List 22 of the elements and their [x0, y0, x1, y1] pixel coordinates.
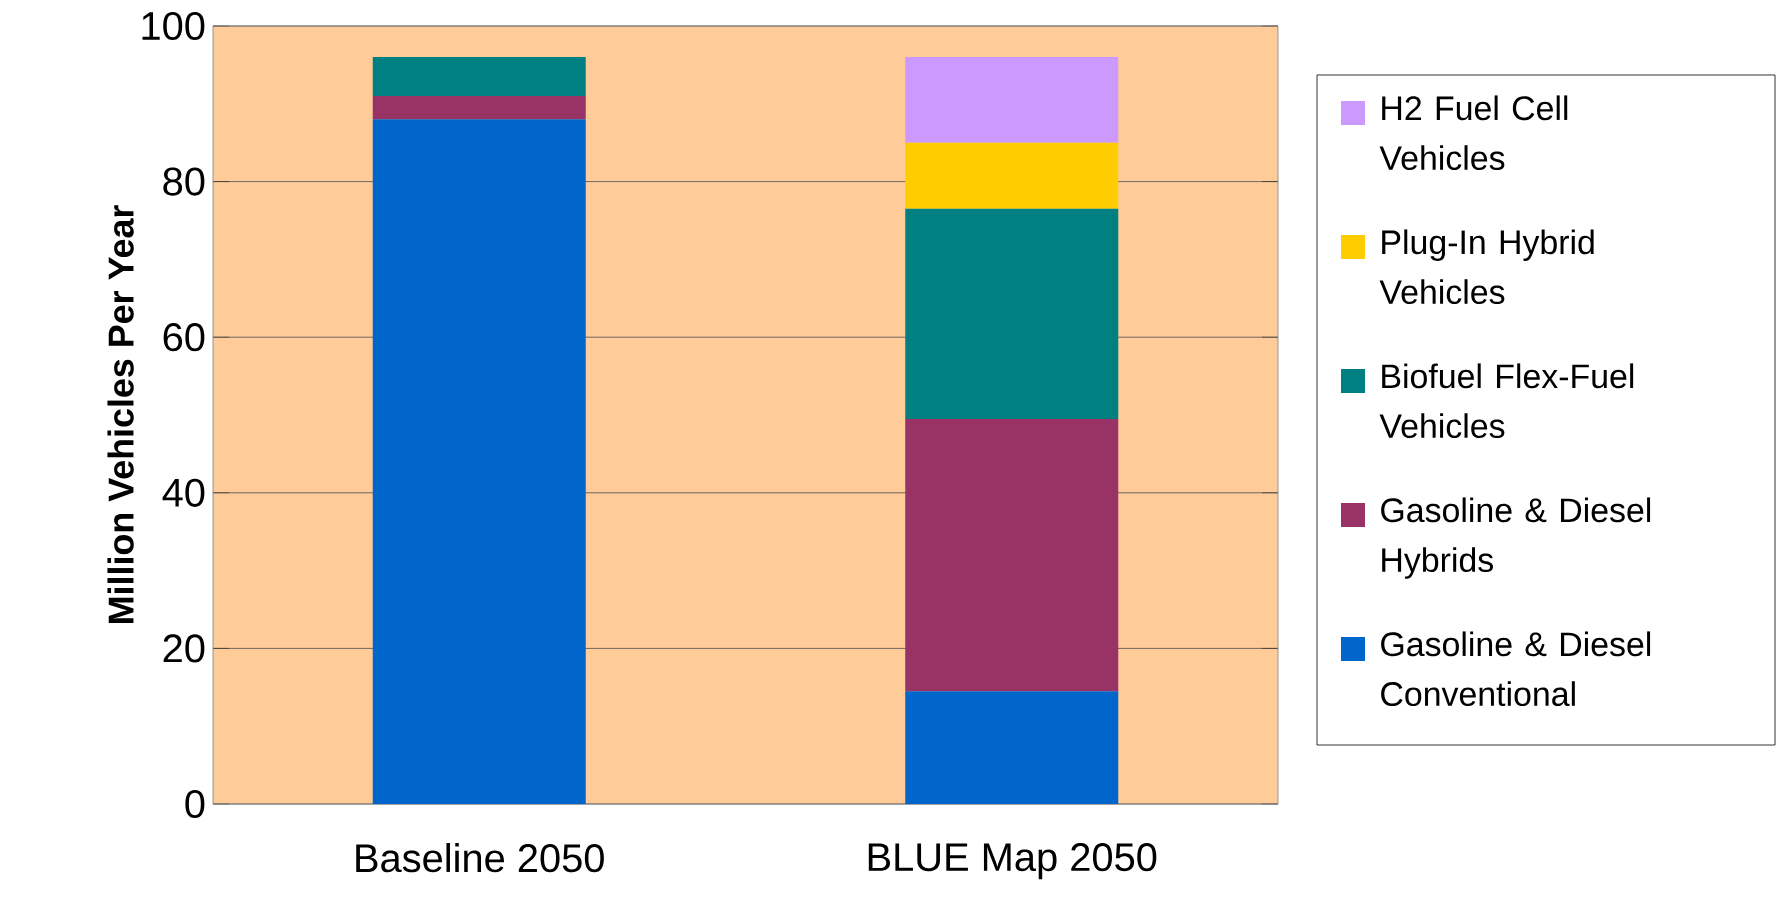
bar	[905, 57, 1119, 143]
y-tick-label: 100	[142, 11, 205, 41]
bar	[905, 418, 1119, 692]
bar	[372, 119, 586, 804]
y-tick-label: 60	[163, 323, 205, 352]
y-tick-label: 20	[163, 634, 205, 663]
bar	[905, 691, 1119, 804]
bar	[372, 96, 586, 120]
legend-label: Biofuel Flex-Fuel Vehicles	[1379, 363, 1634, 439]
y-axis-title: Million Vehicles Per Year	[107, 205, 134, 623]
legend-label: Gasoline & Diesel Conventional	[1381, 631, 1651, 707]
bar	[905, 142, 1119, 209]
x-tick-label: Baseline 2050	[356, 843, 604, 873]
y-tick-label: 80	[163, 167, 205, 196]
bar	[372, 57, 586, 97]
y-tick-label: 40	[162, 478, 205, 507]
x-tick-label: BLUE Map 2050	[868, 843, 1157, 880]
legend-label: Gasoline & Diesel Hybrids	[1381, 497, 1651, 579]
legend-label: Plug-In Hybrid Vehicles	[1379, 229, 1594, 305]
y-tick-label: 0	[185, 789, 205, 819]
bar	[905, 208, 1119, 419]
legend-label: H2 Fuel Cell Vehicles	[1379, 95, 1568, 171]
